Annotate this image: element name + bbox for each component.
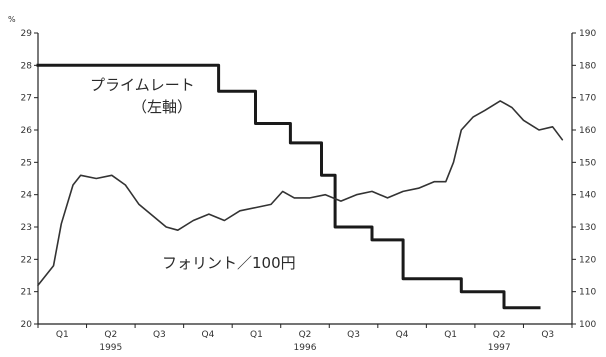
right-tick-label-5: 150	[579, 158, 596, 168]
x-quarter-label-1: Q2	[104, 330, 117, 340]
right-tick-label-0: 100	[579, 320, 596, 330]
x-axis-ticks: Q1 Q2 Q3 Q4 Q1 Q2 Q3 Q4 Q1 Q2 Q3 1995 1996 1997	[37, 324, 573, 353]
x-quarter-label-5: Q2	[299, 330, 312, 340]
series-group	[36, 63, 564, 310]
label-prime-line-0: プライムレート	[90, 76, 195, 94]
x-quarter-label-6: Q3	[347, 330, 360, 340]
left-tick-label-5: 25	[21, 158, 32, 168]
right-tick-label-9: 190	[579, 29, 596, 39]
x-quarter-label-8: Q1	[444, 330, 457, 340]
left-tick-label-6: 26	[21, 126, 33, 136]
x-year-label-0: 1995	[99, 343, 122, 353]
left-tick-label-7: 27	[21, 94, 32, 104]
left-tick-label-9: 29	[21, 29, 33, 39]
x-quarter-label-2: Q3	[153, 330, 166, 340]
series-line-0	[36, 63, 541, 310]
x-quarter-label-4: Q1	[250, 330, 263, 340]
x-year-label-2: 1997	[488, 343, 511, 353]
x-quarter-label-10: Q3	[541, 330, 554, 340]
left-tick-label-3: 23	[21, 223, 32, 233]
left-tick-label-0: 20	[21, 320, 33, 330]
right-tick-label-1: 110	[579, 288, 596, 298]
left-tick-label-8: 28	[21, 61, 33, 71]
x-quarter-label-9: Q2	[493, 330, 506, 340]
x-quarter-label-7: Q4	[396, 330, 409, 340]
right-axis-ticks: 100 110 120 130 140 150 160 170 180 190	[572, 29, 596, 330]
series-label-forint: フォリント／100円	[162, 254, 296, 272]
series-line-1	[37, 100, 564, 286]
left-tick-label-2: 22	[21, 255, 32, 265]
x-year-label-1: 1996	[294, 343, 317, 353]
label-forint-line-0: フォリント／100円	[162, 254, 296, 272]
right-tick-label-4: 140	[579, 191, 596, 201]
left-axis-ticks: 20 21 22 23 24 25 26 27 28 29	[21, 29, 38, 330]
x-quarter-label-0: Q1	[56, 330, 69, 340]
right-tick-label-8: 180	[579, 61, 596, 71]
right-tick-label-3: 130	[579, 223, 596, 233]
x-quarter-label-3: Q4	[202, 330, 215, 340]
left-tick-label-1: 21	[21, 288, 32, 298]
right-tick-label-7: 170	[579, 94, 596, 104]
left-tick-label-4: 24	[21, 191, 33, 201]
label-prime-line-1: （左軸）	[132, 98, 192, 116]
left-axis-unit: %	[8, 15, 16, 24]
series-label-prime-rate: プライムレート （左軸）	[90, 76, 195, 116]
right-tick-label-2: 120	[579, 255, 596, 265]
right-tick-label-6: 160	[579, 126, 596, 136]
